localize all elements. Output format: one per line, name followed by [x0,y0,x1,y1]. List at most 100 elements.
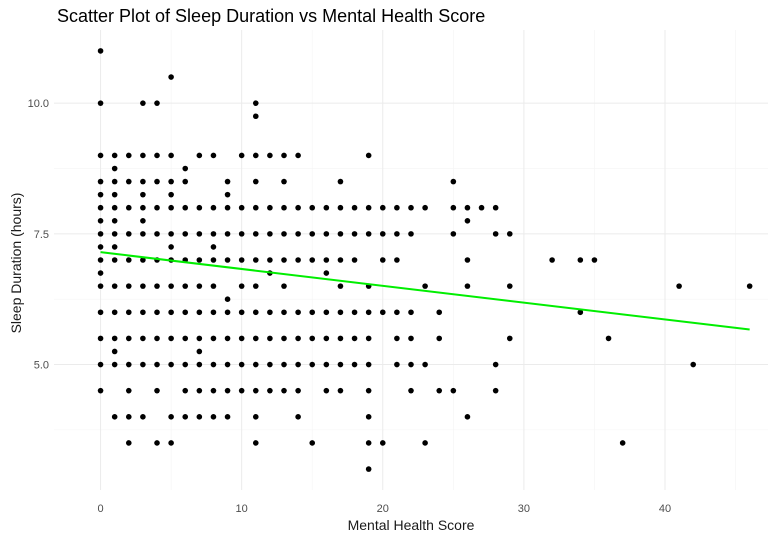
data-point [281,387,287,394]
data-point [323,387,330,394]
data-point [238,152,245,159]
data-point [111,283,118,289]
data-point [394,231,400,237]
data-point [267,257,273,263]
data-point [464,283,471,289]
data-point [182,309,189,316]
data-point [238,231,245,237]
data-point [140,414,146,420]
data-point [365,231,372,237]
data-point [309,231,316,237]
data-point [351,204,358,211]
data-point [267,204,273,211]
data-point [492,387,499,394]
data-point [422,204,428,211]
data-point [323,309,330,316]
data-point [394,309,400,316]
data-point [295,257,301,263]
data-point [323,257,330,263]
data-point [182,178,189,185]
data-point [196,414,203,420]
data-point [252,178,259,185]
data-point [154,178,160,185]
data-point [111,204,118,211]
data-point [210,283,217,289]
data-point [252,113,259,120]
data-point [591,257,598,263]
data-point [140,283,146,289]
data-point [337,257,344,263]
data-point [111,152,118,159]
data-point [140,361,146,368]
x-tick-label: 0 [98,503,104,515]
data-point [182,414,189,420]
data-point [323,335,330,342]
data-point [224,335,231,342]
data-point [224,191,231,198]
data-point [97,309,104,316]
data-point [196,204,203,211]
data-point [394,335,400,342]
data-point [295,152,301,159]
data-point [168,309,174,316]
data-point [295,204,301,211]
data-point [140,152,146,159]
data-point [140,191,146,198]
data-point [196,309,203,316]
data-point [168,361,174,368]
data-point [365,204,372,211]
data-point [577,257,584,263]
data-point [97,152,104,159]
data-point [436,309,443,316]
data-point [210,244,217,250]
data-point [140,257,146,263]
data-point [408,204,414,211]
data-point [252,387,259,394]
data-point [111,335,118,342]
trend-line [100,251,750,331]
data-point [140,204,146,211]
data-point [492,204,499,211]
data-point [323,204,330,211]
data-point [97,361,104,368]
data-points [97,48,753,472]
data-point [436,387,443,394]
x-axis-ticks: 0 10 20 30 40 [98,503,672,515]
data-point [337,335,344,342]
data-point [182,283,189,289]
data-point [154,335,160,342]
data-point [210,204,217,211]
data-point [196,348,203,355]
data-point [182,165,189,172]
data-point [309,335,316,342]
data-point [281,257,287,263]
data-point [436,335,443,342]
x-tick-label: 20 [377,503,389,515]
data-point [365,414,372,420]
data-point [492,361,499,368]
data-point [281,309,287,316]
data-point [295,361,301,368]
data-point [154,100,160,106]
data-point [111,165,118,172]
data-point [337,309,344,316]
data-point [464,414,471,420]
data-point [379,309,386,316]
data-point [97,204,104,211]
data-point [154,204,160,211]
y-tick-label: 5.0 [34,360,49,372]
data-point [140,217,146,224]
data-point [210,387,217,394]
data-point [210,152,217,159]
data-point [196,152,203,159]
data-point [111,361,118,368]
data-point [365,387,372,394]
data-point [97,270,104,276]
data-point [605,335,612,342]
data-point [210,414,217,420]
data-point [196,387,203,394]
data-point [577,309,584,316]
data-point [252,283,259,289]
data-point [97,100,104,106]
